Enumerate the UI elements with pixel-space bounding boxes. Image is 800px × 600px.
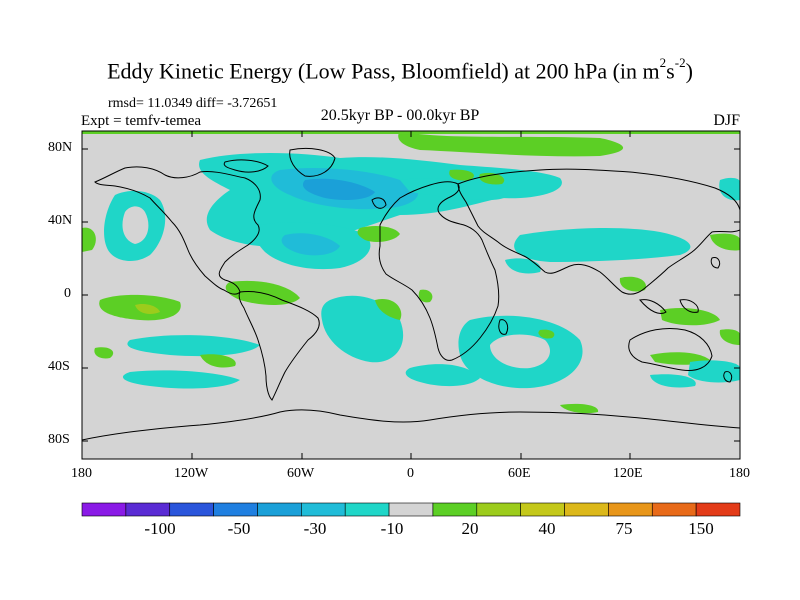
lon-tick-label: 180 — [71, 466, 92, 481]
colorbar-swatch — [388, 502, 434, 517]
lon-tick-label: 60W — [287, 466, 315, 481]
lat-tick-label: 40S — [48, 359, 70, 374]
colorbar-label: -50 — [227, 519, 251, 538]
colorbar-label: 40 — [538, 519, 556, 538]
colorbar-swatch — [81, 502, 127, 517]
chart-title: Eddy Kinetic Energy (Low Pass, Bloomfiel… — [107, 55, 693, 84]
colorbar-label: 75 — [615, 519, 633, 538]
colorbar-swatch — [608, 502, 653, 517]
contour-fill — [82, 131, 740, 414]
colorbar — [81, 502, 741, 517]
colorbar-swatch — [169, 502, 214, 517]
lat-tick-label: 0 — [64, 286, 71, 301]
lon-tick-label: 120E — [613, 466, 643, 481]
colorbar-swatch — [651, 502, 697, 517]
colorbar-swatch — [257, 502, 302, 517]
colorbar-swatch — [520, 502, 565, 517]
colorbar-swatch — [476, 502, 521, 517]
lon-tick-label: 120W — [174, 466, 209, 481]
colorbar-label: 150 — [688, 519, 714, 538]
period-label: 20.5kyr BP - 00.0kyr BP — [320, 107, 480, 124]
colorbar-swatch — [695, 502, 741, 517]
lon-tick-label: 60E — [508, 466, 531, 481]
lon-tick-label: 180 — [729, 466, 750, 481]
lat-tick-label: 80N — [48, 140, 73, 155]
stats-label: rmsd= 11.0349 diff= -3.72651 — [108, 96, 278, 111]
colorbar-swatch — [564, 502, 609, 517]
coastlines — [82, 147, 740, 441]
colorbar-swatch — [125, 502, 171, 517]
lat-tick-label: 40N — [48, 213, 73, 228]
experiment-label: Expt = temfv-temea — [81, 113, 202, 129]
lon-tick-label: 0 — [407, 466, 414, 481]
season-label: DJF — [713, 112, 740, 129]
colorbar-swatch — [344, 502, 390, 517]
colorbar-label: -10 — [380, 519, 404, 538]
colorbar-swatch — [301, 502, 346, 517]
colorbar-label: -100 — [144, 519, 176, 538]
colorbar-label: 20 — [461, 519, 479, 538]
lat-tick-label: 80S — [48, 432, 70, 447]
colorbar-swatch — [432, 502, 478, 517]
colorbar-swatch — [213, 502, 258, 517]
colorbar-label: -30 — [303, 519, 327, 538]
